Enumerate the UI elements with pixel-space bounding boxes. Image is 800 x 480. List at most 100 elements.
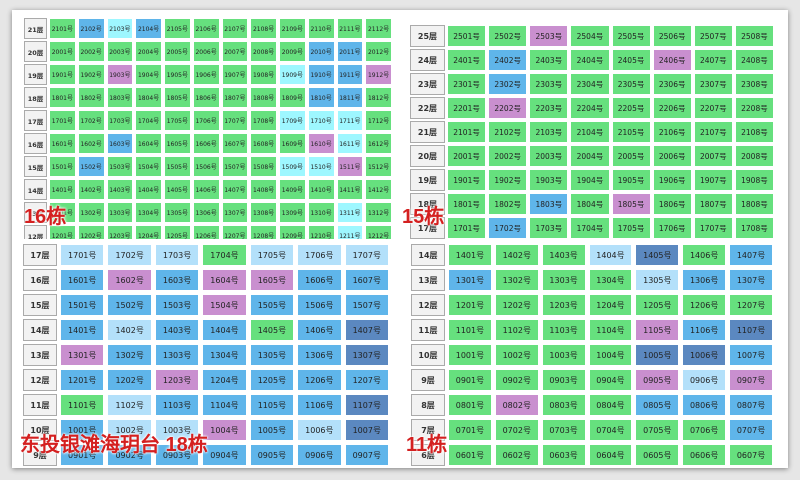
unit-cell[interactable]: 1107号 <box>344 394 389 416</box>
unit-cell[interactable]: 1707号 <box>693 217 733 239</box>
unit-cell[interactable]: 0601号 <box>448 444 492 466</box>
unit-cell[interactable]: 1305号 <box>164 202 191 223</box>
unit-cell[interactable]: 1205号 <box>249 369 295 391</box>
unit-cell[interactable]: 1309号 <box>279 202 306 223</box>
unit-cell[interactable]: 1901号 <box>447 169 487 191</box>
unit-cell[interactable]: 1701号 <box>49 110 76 131</box>
unit-cell[interactable]: 1612号 <box>365 133 392 154</box>
unit-cell[interactable]: 1908号 <box>734 169 774 191</box>
unit-cell[interactable]: 1105号 <box>249 394 295 416</box>
unit-cell[interactable]: 1208号 <box>250 225 277 239</box>
unit-cell[interactable]: 2002号 <box>77 41 105 62</box>
unit-cell[interactable]: 2407号 <box>693 49 733 71</box>
unit-cell[interactable]: 1207号 <box>729 294 773 316</box>
unit-cell[interactable]: 1307号 <box>344 344 389 366</box>
unit-cell[interactable]: 2007号 <box>693 145 733 167</box>
unit-cell[interactable]: 2006号 <box>192 41 220 62</box>
unit-cell[interactable]: 2301号 <box>447 73 487 95</box>
unit-cell[interactable]: 1206号 <box>192 225 220 239</box>
unit-cell[interactable]: 1005号 <box>249 419 295 441</box>
unit-cell[interactable]: 1802号 <box>77 87 105 108</box>
unit-cell[interactable]: 1001号 <box>60 419 105 441</box>
unit-cell[interactable]: 1405号 <box>249 319 295 341</box>
unit-cell[interactable]: 1801号 <box>49 87 76 108</box>
unit-cell[interactable]: 1602号 <box>107 269 152 291</box>
unit-cell[interactable]: 1704号 <box>135 110 162 131</box>
unit-cell[interactable]: 1801号 <box>447 193 487 215</box>
unit-cell[interactable]: 0704号 <box>588 419 633 441</box>
unit-cell[interactable]: 2103号 <box>529 121 569 143</box>
unit-cell[interactable]: 1802号 <box>488 193 528 215</box>
unit-cell[interactable]: 2106号 <box>652 121 692 143</box>
unit-cell[interactable]: 1212号 <box>365 225 392 239</box>
unit-cell[interactable]: 0906号 <box>297 444 342 466</box>
unit-cell[interactable]: 1707号 <box>344 244 389 266</box>
unit-cell[interactable]: 0903号 <box>541 369 586 391</box>
unit-cell[interactable]: 1910号 <box>307 64 335 85</box>
unit-cell[interactable]: 1402号 <box>77 179 105 200</box>
unit-cell[interactable]: 1708号 <box>734 217 774 239</box>
unit-cell[interactable]: 1104号 <box>202 394 247 416</box>
unit-cell[interactable]: 1203号 <box>541 294 586 316</box>
unit-cell[interactable]: 2206号 <box>652 97 692 119</box>
unit-cell[interactable]: 2009号 <box>279 41 306 62</box>
unit-cell[interactable]: 1609号 <box>279 133 306 154</box>
unit-cell[interactable]: 0605号 <box>635 444 680 466</box>
unit-cell[interactable]: 1902号 <box>488 169 528 191</box>
unit-cell[interactable]: 0903号 <box>154 444 200 466</box>
unit-cell[interactable]: 1510号 <box>307 156 335 177</box>
unit-cell[interactable]: 2112号 <box>365 18 392 39</box>
unit-cell[interactable]: 1304号 <box>588 269 633 291</box>
unit-cell[interactable]: 2508号 <box>734 25 774 47</box>
unit-cell[interactable]: 0807号 <box>729 394 773 416</box>
unit-cell[interactable]: 1403号 <box>106 179 134 200</box>
unit-cell[interactable]: 1301号 <box>448 269 492 291</box>
unit-cell[interactable]: 2306号 <box>652 73 692 95</box>
unit-cell[interactable]: 1603号 <box>154 269 200 291</box>
unit-cell[interactable]: 0804号 <box>588 394 633 416</box>
unit-cell[interactable]: 1306号 <box>682 269 727 291</box>
unit-cell[interactable]: 1204号 <box>202 369 247 391</box>
unit-cell[interactable]: 0901号 <box>60 444 105 466</box>
unit-cell[interactable]: 1911号 <box>336 64 364 85</box>
unit-cell[interactable]: 1903号 <box>529 169 569 191</box>
unit-cell[interactable]: 1606号 <box>297 269 342 291</box>
unit-cell[interactable]: 1404号 <box>202 319 247 341</box>
unit-cell[interactable]: 1711号 <box>336 110 364 131</box>
unit-cell[interactable]: 1302号 <box>107 344 152 366</box>
unit-cell[interactable]: 1207号 <box>221 225 249 239</box>
unit-cell[interactable]: 1605号 <box>164 133 191 154</box>
unit-cell[interactable]: 1005号 <box>635 344 680 366</box>
unit-cell[interactable]: 1808号 <box>734 193 774 215</box>
unit-cell[interactable]: 1701号 <box>60 244 105 266</box>
unit-cell[interactable]: 1206号 <box>682 294 727 316</box>
unit-cell[interactable]: 1907号 <box>693 169 733 191</box>
unit-cell[interactable]: 1705号 <box>249 244 295 266</box>
unit-cell[interactable]: 1903号 <box>106 64 134 85</box>
unit-cell[interactable]: 2207号 <box>693 97 733 119</box>
unit-cell[interactable]: 2205号 <box>611 97 651 119</box>
unit-cell[interactable]: 0803号 <box>541 394 586 416</box>
unit-cell[interactable]: 2110号 <box>307 18 335 39</box>
unit-cell[interactable]: 2111号 <box>336 18 364 39</box>
unit-cell[interactable]: 1103号 <box>541 319 586 341</box>
unit-cell[interactable]: 1710号 <box>307 110 335 131</box>
unit-cell[interactable]: 1702号 <box>107 244 152 266</box>
unit-cell[interactable]: 1706号 <box>192 110 220 131</box>
unit-cell[interactable]: 1304号 <box>202 344 247 366</box>
unit-cell[interactable]: 1803号 <box>529 193 569 215</box>
unit-cell[interactable]: 1307号 <box>729 269 773 291</box>
unit-cell[interactable]: 2001号 <box>447 145 487 167</box>
unit-cell[interactable]: 0901号 <box>448 369 492 391</box>
unit-cell[interactable]: 1811号 <box>336 87 364 108</box>
unit-cell[interactable]: 0801号 <box>448 394 492 416</box>
unit-cell[interactable]: 0702号 <box>494 419 539 441</box>
unit-cell[interactable]: 1404号 <box>135 179 162 200</box>
unit-cell[interactable]: 1506号 <box>297 294 342 316</box>
unit-cell[interactable]: 1302号 <box>494 269 539 291</box>
unit-cell[interactable]: 2005号 <box>164 41 191 62</box>
unit-cell[interactable]: 2202号 <box>488 97 528 119</box>
unit-cell[interactable]: 0902号 <box>494 369 539 391</box>
unit-cell[interactable]: 1003号 <box>154 419 200 441</box>
unit-cell[interactable]: 1401号 <box>60 319 105 341</box>
